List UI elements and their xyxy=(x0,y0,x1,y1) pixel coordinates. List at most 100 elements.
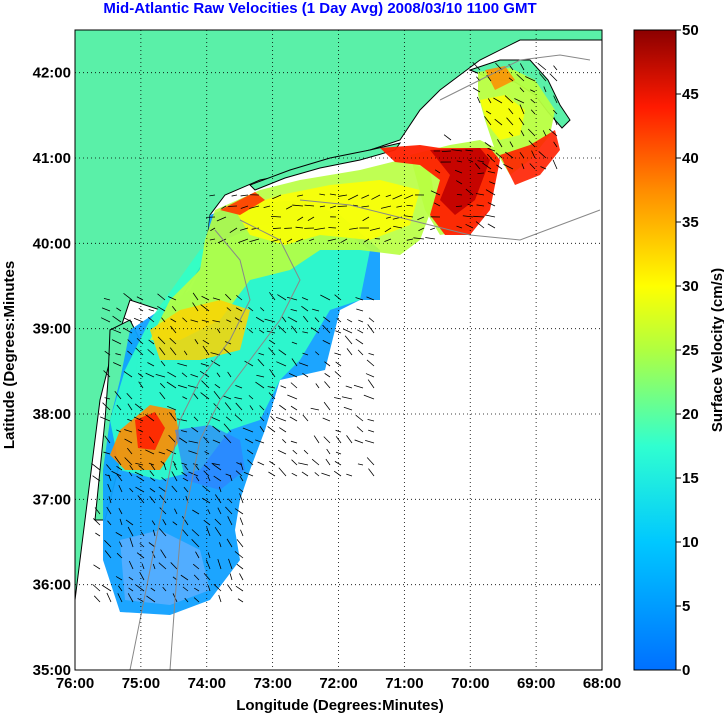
velocity-arrow xyxy=(434,169,441,174)
velocity-arrow xyxy=(352,204,359,207)
velocity-arrow xyxy=(183,486,189,493)
velocity-arrow xyxy=(508,108,514,115)
velocity-arrow xyxy=(148,339,155,345)
velocity-arrow xyxy=(147,316,155,323)
velocity-arrow xyxy=(100,317,111,323)
velocity-arrow xyxy=(234,551,244,559)
velocity-arrow xyxy=(159,507,167,515)
colorbar-tick-label: 30 xyxy=(682,278,699,295)
velocity-arrow xyxy=(148,309,155,312)
velocity-arrow xyxy=(116,307,122,312)
velocity-arrow xyxy=(505,151,514,159)
velocity-arrow xyxy=(191,539,200,548)
velocity-arrow xyxy=(212,439,221,444)
x-tick-label: 76:00 xyxy=(56,675,94,692)
velocity-arrow xyxy=(114,456,122,466)
velocity-arrow xyxy=(482,162,492,170)
y-tick-label: 36:00 xyxy=(33,577,71,594)
velocity-arrow xyxy=(269,292,276,301)
velocity-arrow xyxy=(367,379,375,389)
velocity-arrow xyxy=(117,585,123,592)
velocity-arrow xyxy=(413,237,425,240)
velocity-arrow xyxy=(140,531,145,537)
velocity-arrow xyxy=(371,194,381,200)
velocity-arrow xyxy=(314,472,320,477)
velocity-arrow xyxy=(236,295,243,301)
velocity-arrow xyxy=(149,488,156,493)
velocity-arrow xyxy=(326,448,331,455)
colorbar-tick-label: 25 xyxy=(682,342,699,359)
velocity-arrow xyxy=(290,405,298,411)
velocity-arrow xyxy=(334,294,342,301)
velocity-arrow xyxy=(137,429,144,433)
velocity-arrow xyxy=(335,436,342,444)
velocity-arrow xyxy=(267,426,276,433)
velocity-arrow xyxy=(134,403,144,411)
velocity-arrow xyxy=(224,293,232,301)
velocity-arrow xyxy=(366,359,375,367)
velocity-arrow xyxy=(138,381,144,389)
velocity-arrow xyxy=(467,203,474,207)
velocity-arrow xyxy=(320,294,331,301)
velocity-arrow xyxy=(235,470,243,477)
velocity-arrow xyxy=(553,141,558,148)
velocity-arrow xyxy=(170,562,178,570)
colorbar-label: Surface Velocity (cm/s) xyxy=(709,268,724,432)
colorbar-tick-label: 10 xyxy=(682,534,699,551)
velocity-arrow xyxy=(157,293,166,301)
velocity-arrow xyxy=(193,416,199,422)
velocity-arrow xyxy=(319,193,326,196)
velocity-arrow xyxy=(172,521,178,526)
velocity-arrow xyxy=(235,585,244,592)
velocity-arrow xyxy=(434,202,441,207)
velocity-arrow xyxy=(516,73,525,82)
velocity-arrow xyxy=(475,193,485,196)
velocity-arrow xyxy=(548,128,558,137)
velocity-arrow xyxy=(193,597,200,603)
velocity-arrow xyxy=(212,320,221,323)
velocity-arrow xyxy=(291,459,298,466)
velocity-arrow xyxy=(249,205,260,209)
velocity-arrow xyxy=(161,317,166,323)
velocity-arrow xyxy=(91,462,101,471)
velocity-arrow xyxy=(456,225,463,229)
velocity-arrow xyxy=(152,563,156,570)
velocity-arrow xyxy=(321,472,331,477)
velocity-arrow xyxy=(344,335,353,345)
velocity-arrow xyxy=(543,86,547,93)
x-axis-ticks: 76:00 75:00 74:00 73:00 72:00 71:00 70:00 69:00… xyxy=(56,675,621,692)
velocity-arrow xyxy=(322,316,331,323)
velocity-arrow xyxy=(472,61,481,71)
velocity-arrow xyxy=(322,417,331,422)
velocity-arrow xyxy=(264,318,276,323)
velocity-arrow xyxy=(192,509,200,515)
velocity-arrow xyxy=(365,373,375,378)
y-tick-label: 40:00 xyxy=(33,235,71,252)
velocity-arrow xyxy=(161,477,167,482)
velocity-arrow xyxy=(327,238,337,242)
velocity-arrow xyxy=(172,460,177,466)
velocity-arrow xyxy=(92,584,101,592)
velocity-arrow xyxy=(136,552,145,559)
velocity-arrow xyxy=(157,336,166,345)
velocity-arrow xyxy=(248,329,254,334)
velocity-arrow xyxy=(465,149,474,152)
velocity-arrow xyxy=(529,163,536,170)
velocity-arrow xyxy=(430,227,436,231)
velocity-arrow xyxy=(249,405,254,411)
velocity-arrow xyxy=(124,438,133,444)
velocity-arrow xyxy=(223,423,232,433)
velocity-arrow xyxy=(229,475,233,482)
velocity-arrow xyxy=(207,509,211,515)
velocity-arrow xyxy=(216,328,221,334)
velocity-arrow xyxy=(133,416,144,422)
x-tick-label: 70:00 xyxy=(451,675,489,692)
velocity-arrow xyxy=(323,401,331,411)
velocity-arrow xyxy=(468,159,474,163)
velocity-arrow xyxy=(456,160,463,163)
velocity-arrow xyxy=(348,194,359,201)
velocity-arrow xyxy=(192,563,200,570)
x-tick-label: 73:00 xyxy=(253,675,291,692)
velocity-arrow xyxy=(494,118,503,126)
velocity-arrow xyxy=(149,436,155,444)
